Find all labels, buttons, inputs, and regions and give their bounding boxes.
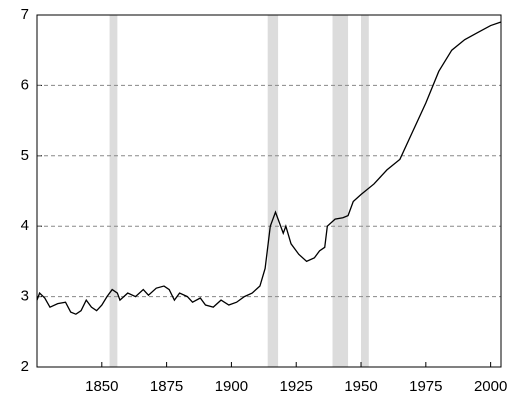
data-line xyxy=(36,21,502,315)
shaded-period xyxy=(267,15,279,367)
x-tick-label: 2000 xyxy=(474,378,507,395)
shaded-period xyxy=(332,15,349,367)
x-tick-label: 1975 xyxy=(409,378,442,395)
x-tick-label: 1875 xyxy=(150,378,183,395)
y-tick-label: 5 xyxy=(21,147,29,164)
y-tick-label: 3 xyxy=(21,288,29,305)
y-tick-label: 6 xyxy=(21,76,29,93)
x-tick-label: 1850 xyxy=(85,378,118,395)
y-tick-label: 7 xyxy=(21,6,29,23)
shaded-period xyxy=(109,15,118,367)
plot-frame xyxy=(36,14,502,368)
x-tick-label: 1950 xyxy=(344,378,377,395)
x-tick-label: 1925 xyxy=(280,378,313,395)
x-tick-label: 1900 xyxy=(215,378,248,395)
y-tick-label: 2 xyxy=(21,358,29,375)
y-tick-label: 4 xyxy=(21,217,29,234)
